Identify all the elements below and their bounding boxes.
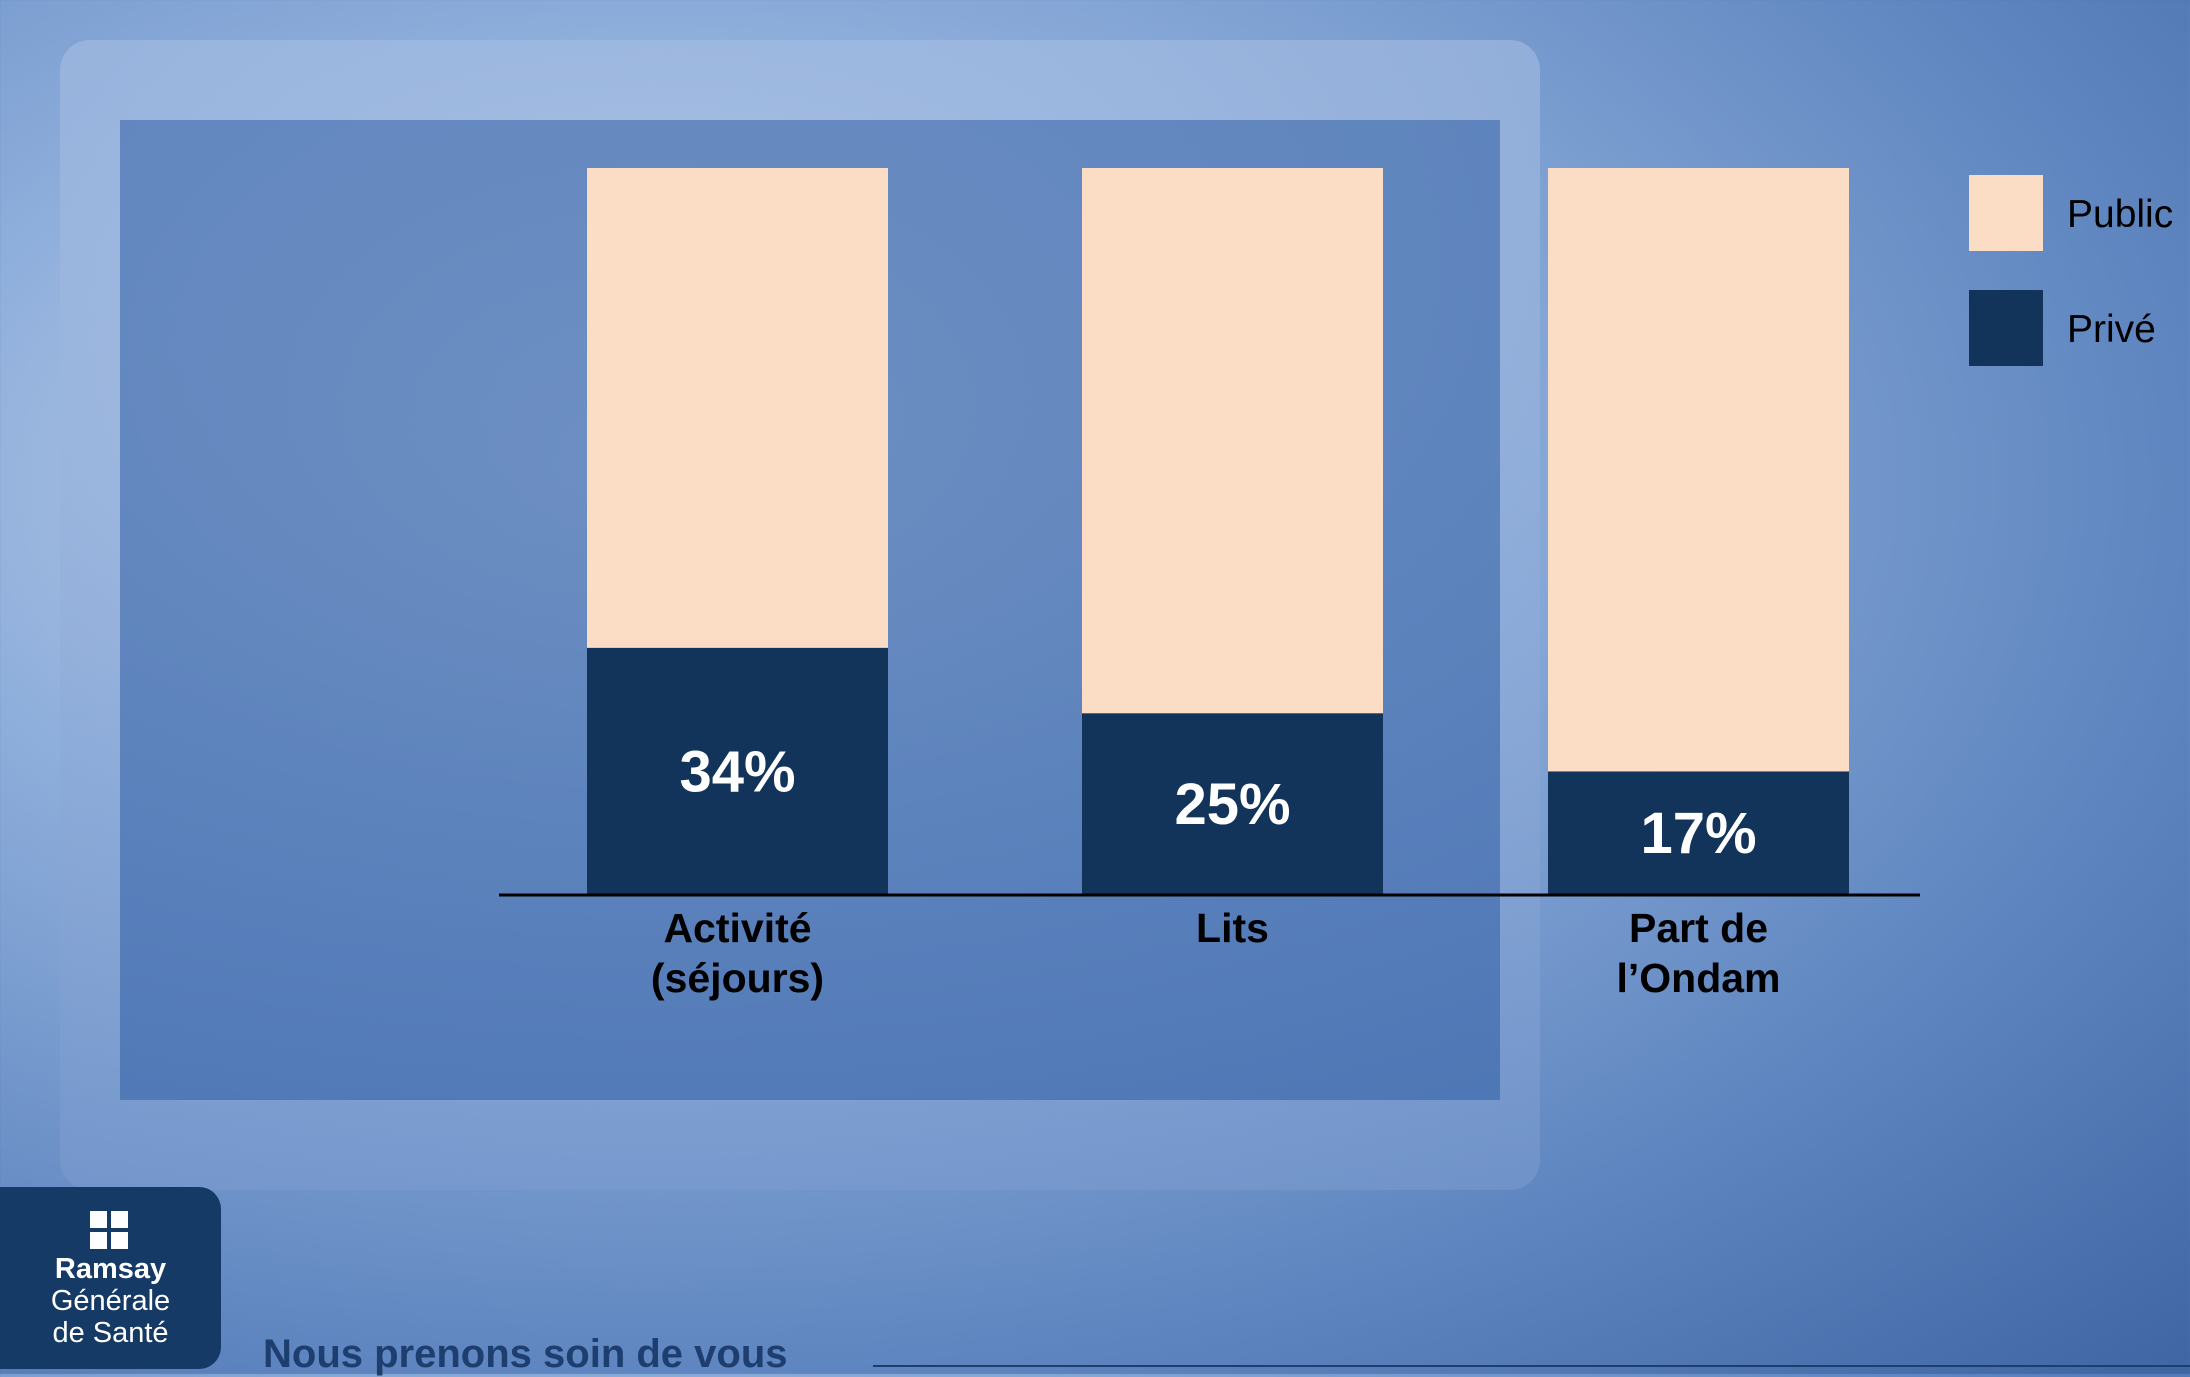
page: 34% 25% 17% Public Privé Ramsay Générale de … bbox=[0, 0, 2190, 1374]
x-tick-label: Lits bbox=[1103, 903, 1363, 953]
legend-swatch bbox=[1969, 290, 2043, 366]
logo-text: Générale bbox=[0, 1285, 221, 1317]
logo-icon bbox=[90, 1211, 130, 1251]
data-label: 34% bbox=[679, 739, 795, 804]
legend-swatch bbox=[1969, 175, 2043, 251]
x-tick-label: Part de l’Ondam bbox=[1569, 903, 1829, 1003]
bar-segment bbox=[1082, 168, 1383, 713]
x-tick-label: Activité (séjours) bbox=[608, 903, 868, 1003]
bar-segment bbox=[1548, 168, 1849, 771]
data-label: 25% bbox=[1174, 772, 1290, 837]
logo-text: Ramsay bbox=[0, 1253, 221, 1285]
data-label: 17% bbox=[1640, 801, 1756, 866]
logo: Ramsay Générale de Santé bbox=[0, 1187, 221, 1369]
legend-label: Privé bbox=[2067, 308, 2156, 351]
bar-segment bbox=[587, 168, 888, 648]
legend-label: Public bbox=[2067, 193, 2173, 236]
tagline: Nous prenons soin de vous bbox=[263, 1332, 788, 1377]
logo-text: de Santé bbox=[0, 1317, 221, 1349]
tagline-rule bbox=[873, 1365, 2190, 1367]
chart: 34% 25% 17% Public Privé bbox=[0, 0, 2190, 1374]
